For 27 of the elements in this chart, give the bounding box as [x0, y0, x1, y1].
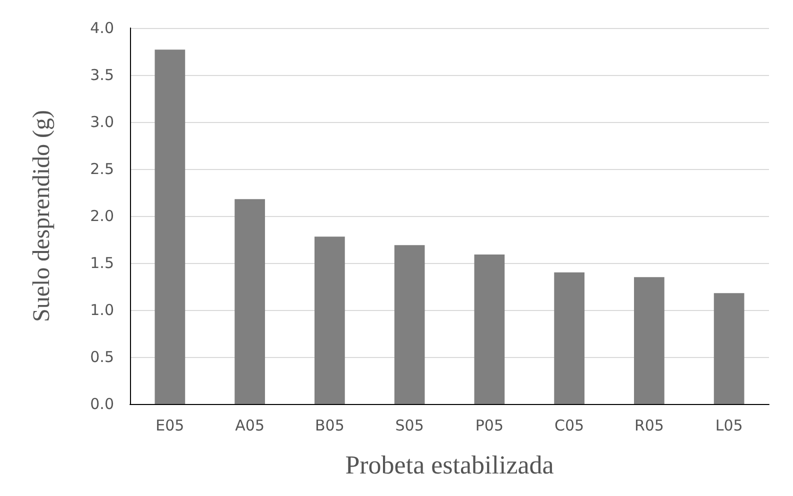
y-tick-label: 0.0	[90, 395, 114, 413]
y-tick-label: 3.5	[90, 66, 114, 84]
bar	[314, 236, 345, 404]
x-tick-label: C05	[554, 416, 584, 434]
x-axis-title: Probeta estabilizada	[345, 450, 554, 480]
x-tick-label: L05	[715, 416, 743, 434]
y-tick-label: 4.0	[90, 19, 114, 37]
y-tick-label: 2.0	[90, 207, 114, 225]
y-tick-label: 2.5	[90, 160, 114, 178]
bar	[394, 245, 425, 404]
bar	[714, 293, 744, 404]
bar	[634, 277, 664, 404]
x-tick-label: R05	[634, 416, 664, 434]
y-tick-label: 0.5	[90, 348, 114, 366]
bar	[154, 50, 186, 404]
bar	[234, 199, 265, 404]
bar	[554, 272, 584, 404]
x-tick-label: P05	[475, 416, 504, 434]
y-axis-title: Suelo desprendido (g)	[29, 110, 55, 322]
y-tick-label: 3.0	[90, 113, 114, 131]
x-tick-label: B05	[314, 416, 344, 434]
bar	[474, 254, 505, 404]
x-tick-label: A05	[235, 416, 264, 434]
x-tick-label: E05	[156, 416, 184, 434]
y-tick-label: 1.5	[90, 254, 114, 272]
x-tick-label: S05	[395, 416, 424, 434]
y-tick-label: 1.0	[90, 301, 114, 319]
